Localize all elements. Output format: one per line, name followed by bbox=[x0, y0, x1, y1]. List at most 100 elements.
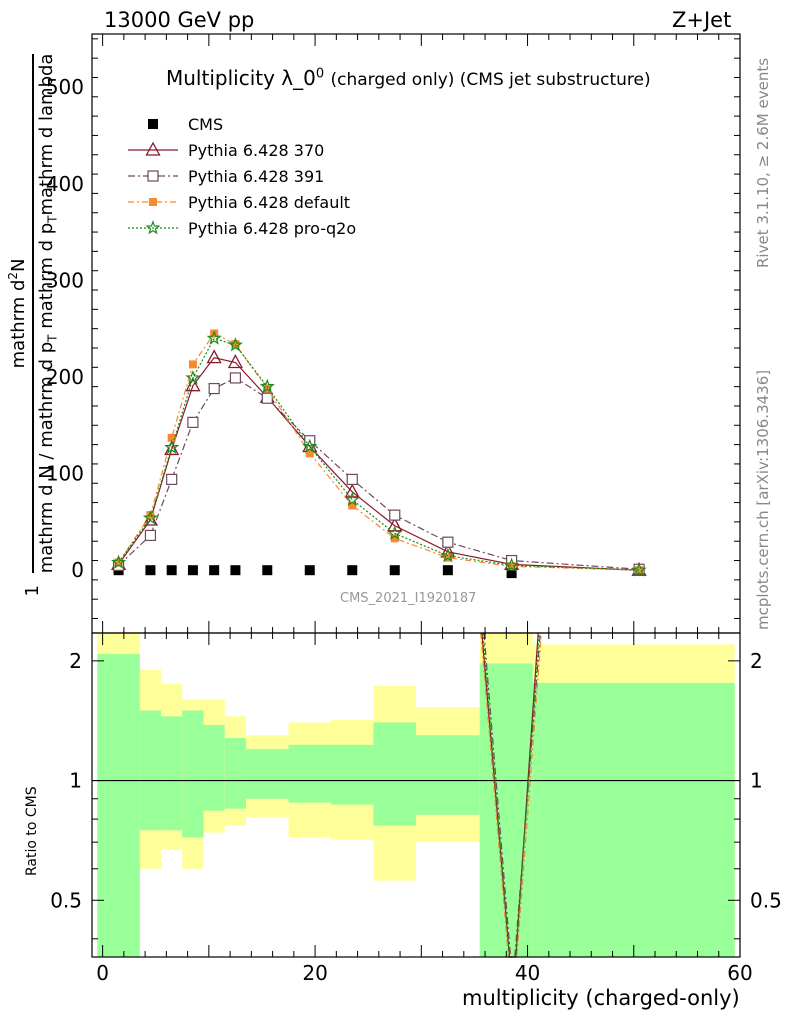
ytick-label-0: 0 bbox=[71, 558, 84, 582]
series-0-point-4 bbox=[209, 565, 220, 576]
main-series bbox=[110, 329, 647, 579]
series-2-point-4 bbox=[208, 382, 220, 395]
axes: 0 100 200 300 400 500 0 20 40 60 0.5 0.5 1 1 2 2 bbox=[46, 33, 782, 985]
series-1-point-9 bbox=[387, 517, 403, 532]
rtick-label-left-2: 2 bbox=[69, 649, 82, 673]
series-3-point-5 bbox=[231, 340, 240, 349]
series-3-point-7 bbox=[305, 449, 314, 458]
series-2-point-1 bbox=[144, 529, 157, 542]
y-axis-num-sup: 2 bbox=[6, 271, 20, 280]
legend-marker-3 bbox=[149, 198, 157, 206]
header-left: 13000 GeV pp bbox=[104, 8, 255, 32]
series-3-point-11 bbox=[507, 562, 516, 571]
ytick-label-5: 500 bbox=[46, 75, 84, 99]
chart-title-rest: (charged only) (CMS jet substructure) bbox=[330, 70, 651, 90]
y-axis-num-b: N bbox=[8, 258, 29, 272]
series-2-point-5 bbox=[229, 372, 242, 384]
series-0-point-2 bbox=[166, 565, 177, 576]
rivet-label: Rivet 3.1.10, ≥ 2.6M events bbox=[754, 57, 772, 268]
series-4-point-12 bbox=[631, 562, 647, 577]
legend-marker-1 bbox=[145, 141, 161, 156]
series-4-point-4 bbox=[206, 330, 222, 345]
series-3-point-9 bbox=[390, 534, 399, 543]
ytick-label-4: 400 bbox=[46, 172, 84, 196]
series-3-point-1 bbox=[146, 511, 155, 520]
series-2-point-8 bbox=[346, 473, 358, 485]
band-inner-10 bbox=[416, 735, 480, 815]
chart-title-sup: 0 bbox=[315, 66, 325, 82]
legend-marker-0 bbox=[148, 119, 158, 129]
y-axis-denom-sub: T bbox=[45, 334, 60, 342]
legend-label-3: Pythia 6.428 default bbox=[188, 193, 350, 212]
legend: CMS Pythia 6.428 370 Pythia 6.428 391 Pythi… bbox=[128, 115, 356, 238]
series-1-point-3 bbox=[185, 377, 201, 392]
series-2-point-3 bbox=[187, 416, 199, 428]
series-0-point-10 bbox=[442, 565, 453, 576]
series-0-point-7 bbox=[304, 565, 315, 576]
legend-label-4: Pythia 6.428 pro-q2o bbox=[188, 219, 356, 238]
band-inner-6 bbox=[246, 749, 289, 799]
series-0-point-11 bbox=[506, 568, 517, 579]
series-4-point-6 bbox=[259, 378, 275, 394]
y-axis-label-denom: mathrm d N / mathrm d pT mathrm d pTmath… bbox=[34, 54, 66, 574]
band-inner-2 bbox=[161, 716, 183, 831]
series-2-point-6 bbox=[261, 392, 273, 404]
ratio-bands bbox=[92, 633, 740, 957]
header-right: Z+Jet bbox=[672, 8, 732, 32]
y-axis-denom-a: mathrm d N / mathrm d p bbox=[36, 341, 57, 574]
series-2-point-10 bbox=[442, 536, 454, 548]
band-inner-1 bbox=[139, 710, 162, 831]
xtick-label-3: 60 bbox=[727, 961, 752, 985]
y-axis-denom-c: mathrm d lambda bbox=[36, 53, 57, 216]
legend-label-0: CMS bbox=[188, 115, 223, 134]
y-axis-denom-b: mathrm d p bbox=[36, 222, 57, 335]
series-0-point-5 bbox=[230, 565, 241, 576]
chart-title: Multiplicity λ_00 (charged only) (CMS je… bbox=[166, 66, 651, 90]
y-axis-label-numerator: 1 mathrm d2N mathrm d N / mathrm d pT ma… bbox=[0, 20, 66, 630]
series-0-point-8 bbox=[347, 565, 358, 576]
xtick-label-2: 40 bbox=[515, 961, 540, 985]
y-axis-num-a: mathrm d bbox=[8, 279, 29, 369]
series-1-point-5 bbox=[227, 354, 244, 369]
series-line-2 bbox=[118, 377, 640, 570]
series-4-point-10 bbox=[440, 547, 456, 563]
series-4-point-7 bbox=[302, 438, 318, 454]
series-0-point-6 bbox=[262, 565, 273, 576]
mcplots-label: mcplots.cern.ch [arXiv:1306.3436] bbox=[754, 369, 772, 630]
rtick-label-right-1: 1 bbox=[750, 769, 763, 793]
xtick-label-1: 20 bbox=[302, 961, 327, 985]
series-4-point-2 bbox=[164, 439, 180, 454]
series-4-point-5 bbox=[227, 337, 243, 352]
series-4-point-8 bbox=[344, 491, 360, 507]
series-4-point-0 bbox=[111, 554, 127, 569]
series-0-point-1 bbox=[145, 565, 156, 576]
ytick-label-3: 300 bbox=[46, 268, 84, 292]
series-3-point-3 bbox=[188, 360, 197, 369]
band-inner-4 bbox=[203, 724, 225, 811]
series-4-point-9 bbox=[387, 525, 403, 540]
band-inner-7 bbox=[288, 744, 332, 803]
series-line-4 bbox=[118, 337, 640, 571]
series-1-point-4 bbox=[206, 349, 222, 364]
series-3-point-12 bbox=[635, 566, 644, 575]
xtick-label-0: 0 bbox=[96, 961, 109, 985]
series-3-point-2 bbox=[167, 433, 176, 442]
band-inner-3 bbox=[182, 710, 204, 838]
series-line-1 bbox=[118, 356, 640, 571]
rtick-label-left-0: 0.5 bbox=[50, 888, 82, 912]
rtick-label-right-2: 2 bbox=[750, 649, 763, 673]
analysis-id: CMS_2021_I1920187 bbox=[340, 591, 477, 606]
ratio-frame bbox=[91, 632, 741, 958]
legend-marker-2 bbox=[147, 170, 159, 182]
series-4-point-3 bbox=[185, 369, 201, 385]
ytick-label-1: 100 bbox=[46, 462, 84, 486]
series-2-point-9 bbox=[389, 509, 401, 521]
rtick-label-left-1: 1 bbox=[69, 769, 82, 793]
y-axis-denom-sub2: T bbox=[45, 215, 60, 223]
series-line-3 bbox=[118, 332, 640, 571]
series-0-point-9 bbox=[389, 565, 400, 576]
x-axis-label: multiplicity (charged-only) bbox=[462, 986, 740, 1010]
band-inner-12 bbox=[532, 682, 735, 957]
rtick-label-right-0: 0.5 bbox=[750, 888, 782, 912]
series-3-point-8 bbox=[348, 501, 357, 510]
